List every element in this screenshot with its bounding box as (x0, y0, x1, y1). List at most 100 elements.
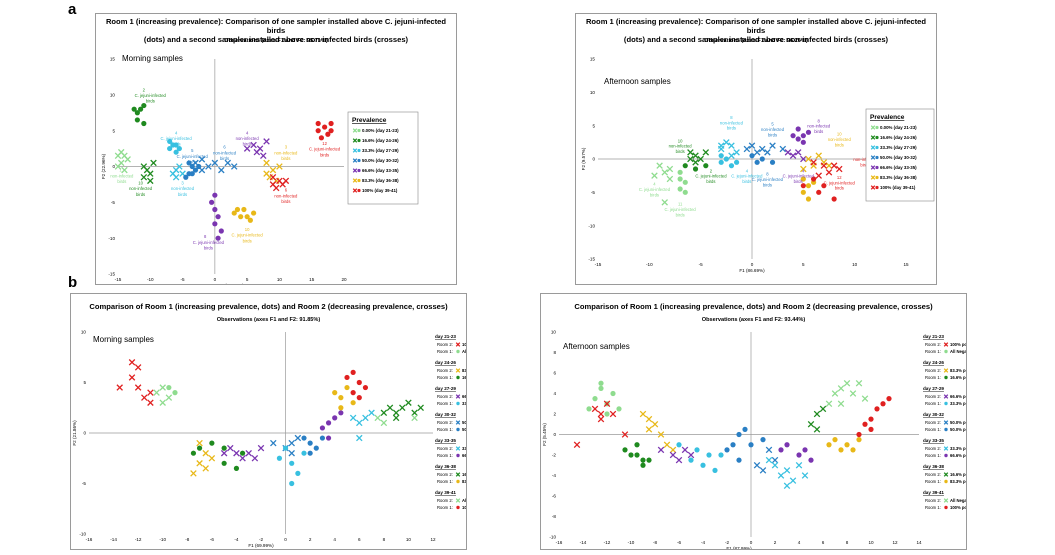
data-point-cross (748, 142, 756, 149)
y-tick-label: 2 (553, 412, 556, 417)
legend-room-label: Room 1: (437, 375, 453, 380)
samples-label: Morning samples (93, 335, 154, 344)
point-annotation: non-infected (171, 186, 195, 191)
data-point-cross (609, 410, 617, 418)
data-point-cross (657, 431, 665, 438)
legend-day-heading: day 39-41 (923, 490, 944, 495)
legend-marker-dot (944, 375, 948, 380)
chart-a-morning: Room 1 (increasing prevalence): Comparis… (95, 13, 457, 285)
legend-room-label: Room 2: (925, 342, 941, 347)
data-point-dot (233, 465, 240, 471)
chart-b-morning: Comparison of Room 1 (increasing prevale… (70, 293, 467, 550)
x-tick-label: -2 (259, 537, 264, 542)
point-annotation: birds (768, 132, 777, 137)
y-tick-label: -10 (588, 223, 595, 228)
legend-marker-dot (357, 178, 361, 183)
data-point-cross (819, 405, 827, 413)
data-point-dot (289, 460, 295, 466)
legend-marker-cross (870, 175, 876, 180)
data-point-dot (640, 457, 646, 463)
x-tick-label: 20 (341, 277, 347, 282)
legend-room-label: Room 2: (925, 420, 941, 425)
data-point-cross (250, 141, 257, 149)
x-tick-label: 2 (774, 540, 777, 545)
legend-room-value: 83.3% positive (462, 479, 466, 484)
data-point-cross (220, 449, 228, 457)
legend-marker-cross (943, 342, 949, 347)
data-point-dot (141, 102, 147, 109)
data-point-cross (411, 409, 418, 417)
data-point-dot (307, 440, 313, 446)
point-annotation: 12 (322, 141, 327, 146)
legend-marker-cross (943, 420, 949, 425)
point-annotation: C. jejuni-infected (731, 174, 763, 179)
data-point-cross (789, 477, 797, 484)
data-point-dot (646, 457, 652, 463)
point-annotation: birds (814, 129, 823, 134)
data-point-cross (269, 181, 277, 188)
data-point-cross (202, 449, 209, 457)
legend-marker-dot (944, 505, 948, 510)
x-tick-label: -5 (181, 277, 186, 282)
point-annotation: non-infected (129, 186, 153, 191)
x-tick-label: 8 (383, 537, 386, 542)
data-point-dot (183, 174, 189, 180)
data-point-dot (811, 176, 817, 182)
point-annotation: 8 (730, 115, 733, 120)
legend-entry: 50.0% (day 30-32) (880, 155, 917, 160)
point-annotation: birds (188, 160, 197, 165)
point-annotation: C. jejuni-infected (232, 233, 264, 238)
data-point-dot (821, 183, 827, 189)
y-tick-label: -10 (549, 535, 556, 540)
point-annotation: 2 (143, 87, 146, 92)
data-point-dot (736, 431, 742, 438)
data-point-dot (318, 135, 324, 141)
data-point-dot (676, 442, 682, 448)
data-point-dot (688, 457, 694, 463)
legend-marker-cross (870, 125, 876, 130)
data-point-dot (760, 437, 766, 443)
point-annotation: 5 (771, 122, 774, 127)
legend-room-value: 50.0% positive (462, 427, 466, 432)
legend-day-heading: day 30-32 (923, 412, 944, 417)
data-point-dot (682, 163, 688, 169)
data-point-cross (723, 139, 730, 146)
data-point-cross (687, 451, 695, 459)
data-point-dot (176, 145, 182, 152)
point-annotation: C. jejuni-infected (783, 174, 815, 179)
chart-b-afternoon: Comparison of Room 1 (increasing prevale… (540, 293, 967, 550)
y-tick-label: 0 (553, 432, 556, 437)
data-point-cross (380, 419, 388, 427)
x-tick-label: -14 (110, 537, 117, 542)
point-annotation: 3 (285, 145, 288, 150)
chart-subtitle: Observations (axes F1 and F2: 93.44%) (701, 317, 806, 323)
data-point-cross (196, 439, 203, 447)
data-point-dot (218, 228, 224, 234)
data-point-dot (723, 156, 729, 162)
point-annotation: birds (117, 179, 126, 184)
data-point-dot (167, 145, 173, 152)
data-point-dot (138, 106, 144, 112)
data-point-dot (315, 128, 321, 134)
legend-room-value: 33.3% positive (950, 446, 966, 451)
data-point-dot (196, 445, 203, 451)
data-points (116, 359, 424, 487)
y-tick-label: -10 (108, 236, 115, 241)
data-point-dot (328, 128, 334, 134)
data-point-dot (640, 462, 646, 468)
data-point-cross (687, 155, 694, 163)
data-point-cross (198, 156, 206, 163)
data-point-cross (176, 163, 183, 170)
data-point-dot (350, 369, 356, 375)
legend-marker-dot (357, 158, 361, 163)
data-point-dot (313, 445, 319, 451)
data-point-dot (586, 406, 592, 412)
y-tick-label: -5 (82, 481, 87, 486)
data-point-dot (186, 160, 192, 166)
data-point-dot (838, 447, 844, 453)
data-point-dot (703, 163, 709, 169)
y-axis-label: F2 (21.86%) (72, 420, 77, 446)
data-point-cross (825, 162, 833, 169)
data-point-dot (868, 416, 874, 422)
data-point-cross (211, 159, 219, 167)
